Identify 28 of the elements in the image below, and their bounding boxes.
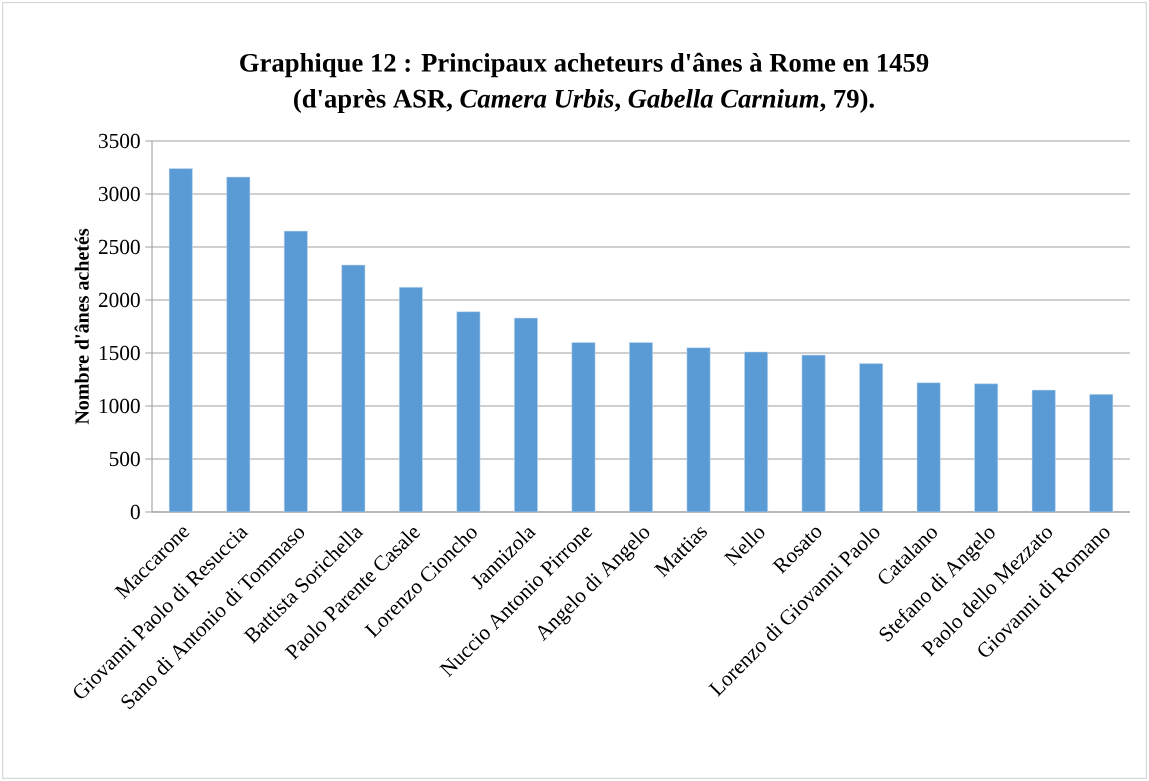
bar: [226, 176, 251, 512]
bar: [283, 230, 308, 512]
bar: [1031, 389, 1056, 512]
bar: [859, 363, 884, 512]
bar: [1089, 394, 1114, 512]
bar: [514, 317, 538, 512]
bar: [744, 351, 768, 512]
bar: [456, 311, 481, 512]
bar: [916, 382, 941, 512]
bar: [801, 354, 826, 512]
y-tick-label: 500: [109, 451, 140, 467]
y-tick-label: 0: [130, 504, 140, 520]
bar: [341, 264, 366, 512]
y-tick-label: 2000: [98, 292, 140, 308]
bar: [686, 347, 711, 512]
y-tick-label: 1500: [99, 345, 140, 361]
bar: [974, 383, 999, 512]
bar: [398, 287, 423, 512]
y-tick-label: 1000: [99, 398, 140, 414]
bar: [571, 342, 596, 512]
y-axis-title: Nombre d'ânes achetés: [74, 228, 89, 425]
bar: [629, 342, 653, 512]
chart-subtitle: (d'après ASR, Camera Urbis, Gabella Carnium, 79).: [294, 88, 874, 114]
y-tick-label: 3500: [98, 133, 140, 149]
chart-title: Graphique 12 : Principaux acheteurs d'ânes à Rome en 1459: [240, 52, 929, 78]
y-tick-label: 3000: [98, 186, 140, 202]
y-tick-label: 2500: [98, 239, 140, 255]
bar: [168, 168, 193, 512]
